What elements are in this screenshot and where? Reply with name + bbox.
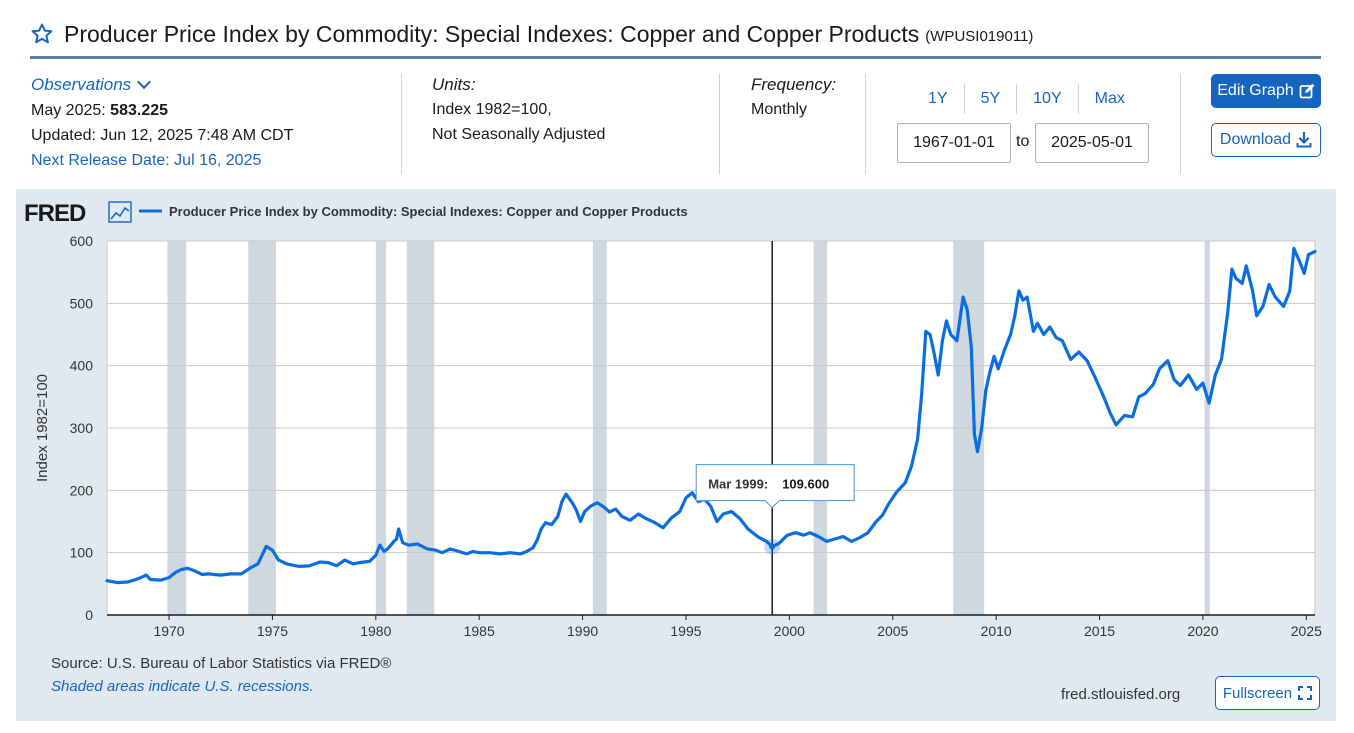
x-tick-label: 2015	[1084, 623, 1115, 639]
y-tick-label: 400	[70, 358, 94, 374]
title-row: Producer Price Index by Commodity: Speci…	[30, 16, 1324, 52]
x-tick-label: 2000	[774, 623, 805, 639]
x-tick-label: 1985	[464, 623, 495, 639]
latest-observation-value: 583.225	[110, 102, 169, 119]
recession-note: Shaded areas indicate U.S. recessions.	[51, 678, 314, 695]
updated-text: Updated: Jun 12, 2025 7:48 AM CDT	[31, 127, 294, 144]
fullscreen-label: Fullscreen	[1222, 684, 1293, 702]
fred-logo: FRED	[24, 200, 86, 227]
series-line	[105, 246, 1317, 585]
y-axis-label: Index 1982=100	[34, 374, 51, 482]
fred-graph-icon-frame	[108, 201, 132, 223]
x-tick-label: 1975	[257, 623, 288, 639]
range-max-button[interactable]: Max	[1094, 90, 1125, 107]
end-date-input[interactable]	[1035, 123, 1149, 163]
site-url: fred.stlouisfed.org	[1061, 686, 1181, 703]
download-label: Download	[1219, 131, 1292, 148]
divider	[1180, 74, 1181, 174]
chart-svg[interactable]: FRED Producer Price Index by Commodity: S…	[16, 189, 1336, 649]
tooltip-box	[695, 464, 855, 509]
divider	[401, 74, 402, 174]
to-label: to	[1016, 133, 1030, 150]
units-label: Units:	[432, 75, 476, 94]
edit-graph-label: Edit Graph	[1217, 82, 1294, 99]
x-tick-label: 1970	[153, 623, 184, 639]
observations-label: Observations	[31, 75, 132, 94]
x-tick-label: 2025	[1291, 623, 1322, 639]
x-tick-label: 2005	[877, 623, 908, 639]
y-tick-label: 200	[70, 482, 94, 498]
units-line1: Index 1982=100,	[432, 101, 552, 118]
range-1y-button[interactable]: 1Y	[912, 84, 965, 114]
observations-toggle[interactable]: Observations	[31, 72, 152, 97]
frequency-panel: Frequency: Monthly	[751, 72, 861, 122]
next-release-link[interactable]: Next Release Date: Jul 16, 2025	[31, 152, 262, 169]
divider	[865, 74, 866, 174]
y-tick-label: 600	[70, 233, 94, 249]
download-icon	[1296, 132, 1312, 148]
observations-panel: Observations May 2025: 583.225 Updated: …	[31, 72, 391, 173]
x-tick-label: 1990	[567, 623, 598, 639]
edit-graph-button[interactable]: Edit Graph	[1211, 74, 1321, 108]
x-tick-label: 1980	[360, 623, 391, 639]
source-text: Source: U.S. Bureau of Labor Statistics …	[51, 655, 392, 672]
latest-observation: May 2025: 583.225	[31, 98, 391, 123]
range-buttons: 1Y 5Y 10Y Max	[912, 84, 1141, 114]
legend-label: Producer Price Index by Commodity: Speci…	[169, 204, 688, 219]
chart-panel: FRED Producer Price Index by Commodity: S…	[16, 189, 1336, 721]
edit-icon	[1299, 83, 1315, 99]
chevron-down-icon	[137, 74, 152, 89]
download-button[interactable]: Download	[1211, 123, 1321, 157]
frequency-label: Frequency:	[751, 75, 837, 94]
x-tick-label: 1995	[670, 623, 701, 639]
x-tick-label: 2020	[1187, 623, 1218, 639]
fred-graph-icon-line	[110, 206, 130, 220]
y-tick-label: 500	[70, 295, 94, 311]
tooltip-date: Mar 1999:	[708, 477, 768, 492]
units-panel: Units: Index 1982=100, Not Seasonally Ad…	[432, 72, 712, 147]
start-date-input[interactable]	[897, 123, 1011, 163]
hover-point	[769, 543, 776, 550]
x-tick-label: 2010	[981, 623, 1012, 639]
frequency-value: Monthly	[751, 101, 808, 118]
y-tick-label: 0	[85, 607, 93, 623]
divider	[719, 74, 720, 174]
fullscreen-icon	[1298, 686, 1313, 700]
latest-observation-label: May 2025:	[31, 102, 106, 119]
range-10y-button[interactable]: 10Y	[1017, 84, 1079, 114]
fred-graph-icon	[108, 201, 132, 223]
series-id: (WPUSI019011)	[925, 27, 1034, 45]
y-tick-label: 300	[70, 420, 94, 436]
title-divider	[30, 56, 1321, 59]
range-5y-button[interactable]: 5Y	[965, 84, 1018, 114]
tooltip-value: 109.600	[782, 477, 829, 492]
tooltip: Mar 1999: 109.600	[695, 464, 855, 509]
fullscreen-button[interactable]: Fullscreen	[1215, 676, 1320, 710]
y-tick-label: 100	[70, 545, 94, 561]
star-icon[interactable]	[30, 22, 54, 46]
units-line2: Not Seasonally Adjusted	[432, 126, 606, 143]
page-title: Producer Price Index by Commodity: Speci…	[64, 20, 920, 47]
